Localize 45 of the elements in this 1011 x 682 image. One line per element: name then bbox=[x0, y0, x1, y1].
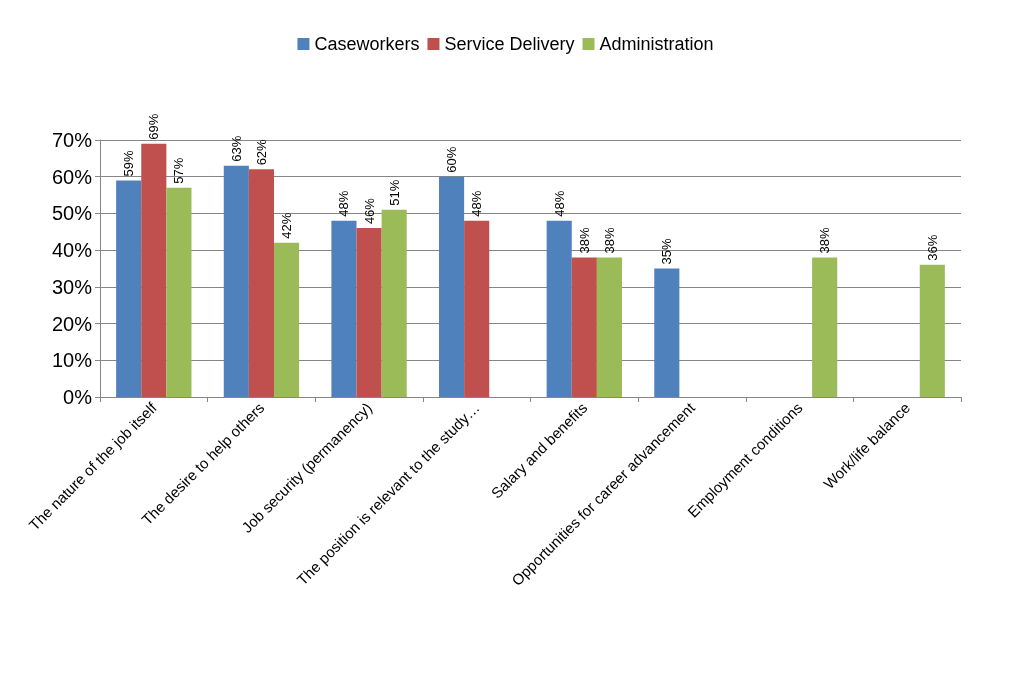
data-label: 42% bbox=[279, 212, 295, 239]
y-tick-label: 30% bbox=[51, 275, 93, 298]
data-label: 59% bbox=[121, 149, 137, 177]
bar bbox=[546, 220, 572, 397]
y-tick-label: 60% bbox=[51, 165, 93, 188]
bar bbox=[596, 257, 622, 397]
bar bbox=[919, 264, 945, 397]
data-label: 48% bbox=[469, 190, 485, 217]
data-label: 35% bbox=[659, 238, 675, 265]
legend-label: Caseworkers bbox=[314, 34, 420, 54]
bar bbox=[166, 187, 192, 397]
bar bbox=[571, 257, 597, 397]
bar bbox=[116, 180, 142, 397]
data-label: 36% bbox=[924, 234, 940, 261]
data-label: 51% bbox=[386, 179, 402, 206]
bar bbox=[654, 268, 680, 397]
data-label: 62% bbox=[253, 138, 269, 166]
data-label: 38% bbox=[576, 227, 592, 254]
y-tick-label: 40% bbox=[51, 239, 93, 262]
bar bbox=[141, 143, 167, 397]
bar bbox=[223, 165, 249, 397]
data-label: 38% bbox=[817, 227, 833, 254]
bar bbox=[356, 228, 382, 397]
data-label: 60% bbox=[444, 146, 460, 173]
data-label: 57% bbox=[171, 157, 187, 184]
bar bbox=[464, 220, 490, 397]
bar bbox=[812, 257, 838, 397]
legend-label: Administration bbox=[599, 34, 714, 54]
y-tick-label: 20% bbox=[51, 312, 93, 335]
bar bbox=[381, 209, 407, 397]
data-label: 48% bbox=[336, 190, 352, 217]
data-label: 38% bbox=[601, 227, 617, 254]
y-tick-label: 50% bbox=[51, 202, 93, 225]
y-tick-label: 10% bbox=[51, 349, 93, 372]
y-tick-label: 70% bbox=[51, 129, 93, 151]
bar bbox=[248, 169, 274, 397]
data-label: 48% bbox=[551, 190, 567, 217]
y-tick-label: 0% bbox=[63, 386, 93, 408]
bar bbox=[439, 176, 465, 397]
data-label: 63% bbox=[228, 135, 244, 162]
legend-label: Service Delivery bbox=[444, 34, 575, 54]
data-label: 46% bbox=[361, 197, 377, 225]
data-label: 69% bbox=[146, 113, 162, 140]
bar bbox=[273, 242, 300, 397]
bar bbox=[331, 220, 357, 397]
